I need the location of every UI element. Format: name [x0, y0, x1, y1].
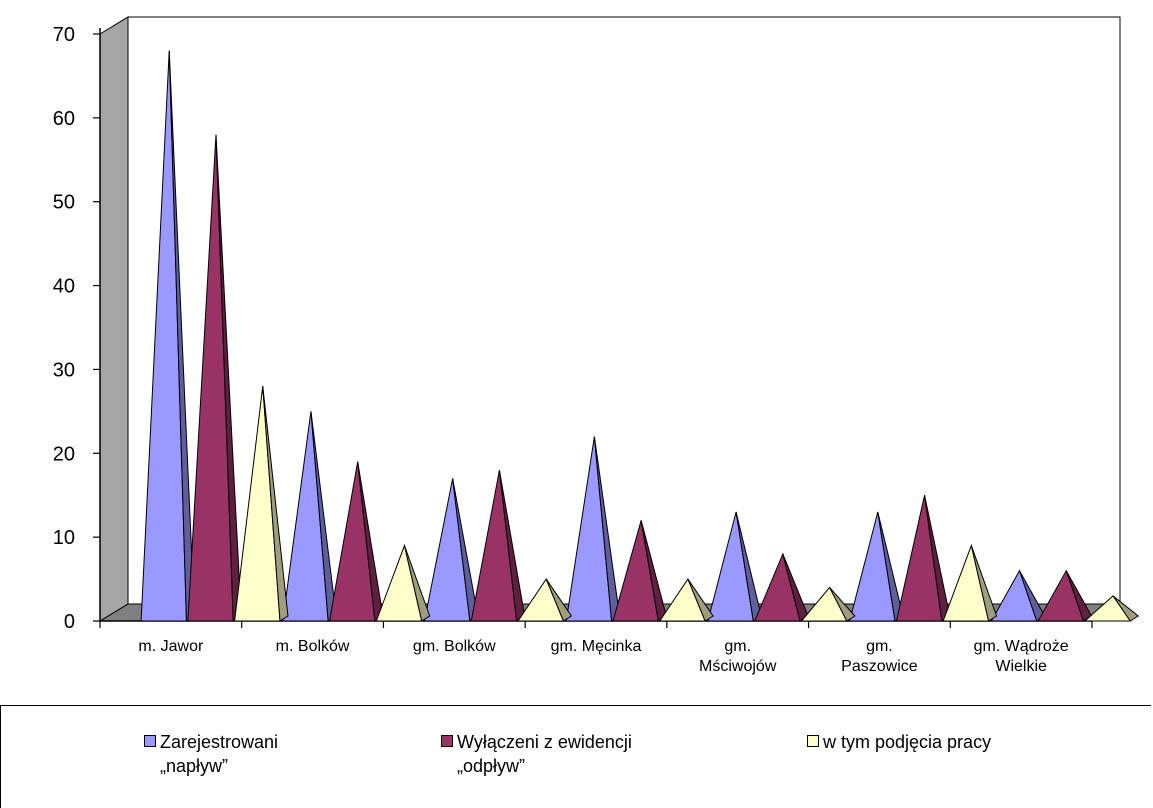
x-category-label: gm. Bolków — [413, 638, 496, 655]
x-axis-categories: m. Jawor m. Bolków gm. Bolków gm. Męcinka gm… — [99, 621, 1093, 675]
y-tick-label: 30 — [53, 359, 75, 381]
x-category-label: gm. Paszowice — [841, 638, 918, 675]
bar-2-4 — [612, 520, 667, 622]
bar-3-5 — [800, 586, 856, 622]
legend-swatch-wylaczeni — [441, 735, 453, 747]
bar-3-7 — [1083, 595, 1140, 622]
bar-2-6 — [895, 495, 951, 622]
chart-walls — [98, 16, 1122, 622]
legend-swatch-podjecia — [807, 735, 819, 747]
y-tick-label: 0 — [64, 611, 75, 633]
bar-side-face — [829, 587, 856, 622]
legend-label-podjecia: w tym podjęcia pracy — [823, 732, 992, 752]
bar-side-face — [545, 578, 573, 622]
y-tick-label: 10 — [53, 527, 75, 549]
bar-side-face — [262, 386, 289, 622]
y-tick-label: 20 — [53, 443, 75, 465]
bar-2-1 — [187, 134, 242, 622]
side-wall — [99, 16, 129, 622]
legend-item-podjecia: w tym podjęcia pracy — [807, 730, 991, 754]
y-tick-label: 40 — [53, 276, 75, 298]
x-category-label: gm. Męcinka — [551, 638, 642, 655]
y-tick-label: 70 — [53, 24, 75, 46]
y-tick-label: 60 — [53, 108, 75, 130]
bar-3-3 — [517, 578, 573, 622]
legend-label-wylaczeni: Wyłączeni z ewidencji „odpływ” — [457, 732, 632, 776]
bar-2-2 — [328, 461, 384, 622]
y-tick-label: 50 — [53, 192, 75, 214]
bar-3-4 — [658, 578, 714, 622]
legend-item-wylaczeni: Wyłączeni z ewidencji „odpływ” — [441, 730, 632, 778]
bar-3-2 — [375, 543, 431, 622]
legend-label-zarejestrowani: Zarejestrowani „napływ” — [160, 732, 279, 776]
legend-swatch-zarejestrowani — [144, 735, 156, 747]
bar-side-face — [687, 578, 714, 622]
x-category-label: m. Jawor — [138, 638, 204, 655]
bars — [140, 50, 1140, 622]
bar-side-face — [1112, 595, 1140, 622]
x-category-label: m. Bolków — [276, 638, 350, 655]
chart: 0 10 20 30 40 50 60 70 m. Jawor m. Bolków gm. Bol… — [53, 16, 1140, 675]
bar-1-6 — [849, 511, 904, 622]
bar-side-face — [403, 545, 431, 622]
back-wall — [127, 16, 1121, 605]
x-category-label: gm. Mściwojów — [699, 638, 777, 675]
bar-3-1 — [234, 386, 289, 622]
y-axis-ticks: 0 10 20 30 40 50 60 70 — [53, 24, 100, 633]
legend-item-zarejestrowani: Zarejestrowani „napływ” — [144, 730, 278, 778]
x-category-label: gm. Wądroże Wielkie — [974, 638, 1069, 675]
bar-side-face — [970, 545, 998, 622]
legend: Zarejestrowani „napływ” Wyłączeni z ewid… — [0, 705, 1151, 808]
bar-3-6 — [942, 543, 998, 622]
